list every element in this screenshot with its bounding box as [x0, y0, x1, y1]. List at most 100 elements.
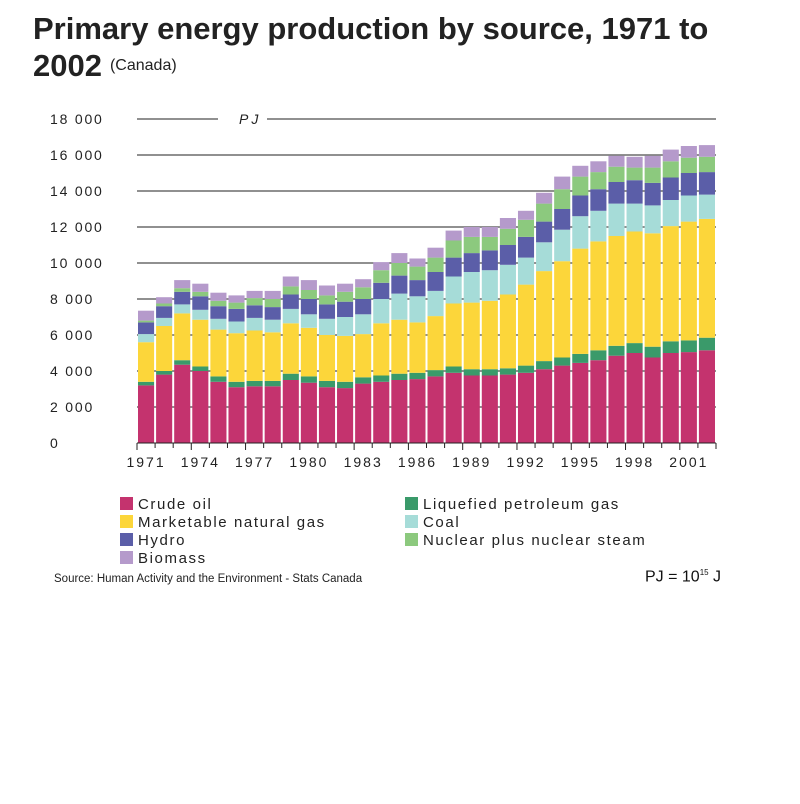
bar-segment	[662, 226, 679, 342]
bar-segment	[373, 323, 390, 376]
bar-segment	[698, 172, 715, 195]
y-tick-label: 2 000	[50, 399, 94, 415]
legend-item: Biomass	[120, 550, 207, 568]
bar-segment	[662, 200, 679, 227]
bar-segment	[626, 180, 643, 204]
bar-segment	[192, 319, 209, 367]
bar-segment	[445, 276, 462, 304]
bar-segment	[300, 280, 317, 290]
legend-label: Nuclear plus nuclear steam	[423, 532, 647, 549]
bar-segment	[174, 280, 191, 289]
legend-item: Crude oil	[120, 496, 212, 514]
bar-segment	[156, 326, 173, 371]
bar-segment	[264, 332, 281, 381]
x-tick-label: 1974	[181, 454, 220, 470]
bar-segment	[391, 253, 408, 263]
bar-segment	[680, 173, 697, 196]
bar-segment	[264, 380, 281, 387]
bar-segment	[608, 203, 625, 236]
x-tick-label: 1983	[344, 454, 383, 470]
bar-segment	[355, 334, 372, 378]
bar-segment	[698, 156, 715, 173]
bar-segment	[210, 300, 227, 307]
legend-label: Hydro	[138, 532, 187, 549]
legend-swatch	[120, 551, 133, 564]
bar-segment	[409, 322, 426, 373]
legend-label: Crude oil	[138, 496, 213, 513]
bar-segment	[409, 296, 426, 323]
legend-item: Coal	[405, 514, 460, 532]
bar-segment	[517, 257, 535, 285]
bar-segment	[427, 272, 444, 291]
bar-segment	[662, 177, 679, 200]
bar-segment	[481, 270, 498, 301]
bar-segment	[536, 192, 553, 204]
x-tick-label: 1989	[452, 454, 491, 470]
bar-segment	[644, 182, 661, 206]
legend-swatch	[120, 515, 133, 528]
bar-segment	[445, 366, 462, 373]
bar-segment	[318, 304, 336, 319]
bar-segment	[427, 370, 444, 377]
bar-segment	[698, 194, 715, 219]
legend-item: Nuclear plus nuclear steam	[405, 532, 646, 550]
bar-segment	[210, 329, 227, 377]
bar-segment	[192, 366, 209, 371]
bar-segment	[337, 317, 354, 336]
bar-segment	[373, 375, 390, 382]
bar-segment	[572, 216, 589, 249]
bar-segment	[445, 303, 462, 367]
bar-segment	[554, 176, 571, 190]
bar-segment	[499, 264, 516, 295]
bar-segment	[156, 374, 173, 443]
bar-segment	[138, 320, 155, 323]
bar-segment	[300, 376, 317, 383]
bar-segment	[174, 313, 191, 361]
bar-segment	[318, 295, 336, 305]
bar-segment	[427, 257, 444, 272]
bar-segment	[626, 343, 643, 353]
bar-segment	[246, 290, 263, 299]
bar-segment	[337, 291, 354, 302]
bar-segment	[264, 299, 281, 308]
bar-segment	[698, 350, 715, 443]
bar-segment	[499, 245, 516, 265]
bar-segment	[644, 346, 661, 358]
bar-segment	[572, 248, 589, 354]
bar-segment	[264, 319, 281, 333]
bar-segment	[680, 340, 697, 353]
x-tick-label: 1977	[235, 454, 274, 470]
bar-segment	[318, 285, 336, 296]
chart-title: Primary energy production by source, 197…	[33, 10, 773, 90]
bar-segment	[590, 210, 607, 242]
bar-segment	[300, 299, 317, 315]
legend-label: Coal	[423, 514, 461, 531]
bar-segment	[174, 364, 191, 443]
bar-segment	[626, 167, 643, 181]
bar-segment	[246, 330, 263, 381]
bar-segment	[210, 381, 227, 443]
units-note-base: PJ = 10	[645, 568, 700, 586]
bar-segment	[554, 229, 571, 262]
bar-segment	[337, 283, 354, 292]
bar-segment	[174, 304, 191, 314]
bar-segment	[499, 294, 516, 369]
bar-segment	[499, 228, 516, 245]
bar-segment	[608, 166, 625, 182]
bar-segment	[138, 322, 155, 335]
bar-segment	[536, 203, 553, 222]
bar-segment	[445, 257, 462, 277]
legend-swatch	[405, 515, 418, 528]
bar-segment	[680, 195, 697, 222]
bar-segment	[192, 291, 209, 297]
bar-segment	[554, 209, 571, 230]
bar-segment	[156, 303, 173, 307]
bar-segment	[228, 333, 245, 382]
bar-segment	[409, 280, 426, 297]
bar-segment	[572, 165, 589, 177]
bar-segment	[536, 242, 553, 272]
bar-segment	[445, 372, 462, 443]
bar-segment	[463, 375, 480, 443]
legend-swatch	[405, 497, 418, 510]
bar-segment	[282, 286, 299, 295]
